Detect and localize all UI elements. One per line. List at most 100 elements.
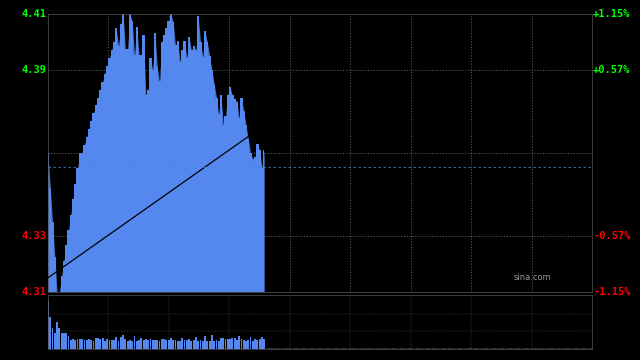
Bar: [323, 348, 324, 349]
Bar: [177, 341, 179, 349]
Bar: [566, 348, 568, 349]
Bar: [229, 339, 231, 349]
Bar: [175, 341, 177, 349]
Bar: [461, 348, 463, 349]
Bar: [507, 348, 509, 349]
Bar: [534, 348, 536, 349]
Bar: [184, 340, 186, 349]
Bar: [49, 317, 51, 349]
Bar: [400, 348, 402, 349]
Bar: [584, 348, 586, 349]
Bar: [225, 339, 227, 349]
Bar: [525, 348, 527, 349]
Bar: [270, 348, 272, 349]
Bar: [489, 348, 490, 349]
Bar: [320, 348, 322, 349]
Bar: [207, 341, 208, 349]
Bar: [227, 339, 228, 349]
Bar: [298, 348, 300, 349]
Bar: [74, 339, 76, 349]
Text: -1.15%: -1.15%: [593, 287, 630, 297]
Bar: [273, 348, 275, 349]
Bar: [54, 333, 56, 349]
Bar: [295, 348, 297, 349]
Bar: [250, 337, 252, 349]
Bar: [65, 333, 67, 349]
Bar: [486, 348, 488, 349]
Bar: [202, 341, 204, 349]
Bar: [191, 341, 192, 349]
Bar: [436, 348, 438, 349]
Text: -0.57%: -0.57%: [593, 231, 630, 241]
Bar: [428, 348, 429, 349]
Bar: [429, 348, 431, 349]
Bar: [293, 348, 295, 349]
Bar: [88, 339, 90, 349]
Bar: [541, 348, 543, 349]
Bar: [282, 348, 284, 349]
Bar: [286, 348, 288, 349]
Bar: [159, 341, 161, 349]
Bar: [468, 348, 470, 349]
Bar: [504, 348, 506, 349]
Bar: [145, 339, 147, 349]
Bar: [386, 348, 388, 349]
Bar: [425, 348, 427, 349]
Bar: [129, 340, 131, 349]
Bar: [345, 348, 347, 349]
Bar: [106, 339, 108, 349]
Bar: [93, 341, 95, 349]
Bar: [97, 338, 99, 349]
Bar: [291, 348, 292, 349]
Bar: [58, 328, 60, 349]
Bar: [343, 348, 345, 349]
Bar: [120, 337, 122, 349]
Bar: [193, 340, 195, 349]
Bar: [138, 340, 140, 349]
Bar: [99, 339, 101, 349]
Bar: [418, 348, 420, 349]
Bar: [134, 336, 136, 349]
Bar: [457, 348, 459, 349]
Bar: [111, 339, 113, 349]
Bar: [539, 348, 541, 349]
Bar: [380, 348, 381, 349]
Bar: [548, 348, 550, 349]
Bar: [218, 341, 220, 349]
Bar: [477, 348, 479, 349]
Bar: [300, 348, 301, 349]
Bar: [309, 348, 310, 349]
Bar: [573, 348, 575, 349]
Bar: [197, 341, 199, 349]
Bar: [582, 348, 584, 349]
Bar: [340, 348, 342, 349]
Bar: [56, 322, 58, 349]
Bar: [61, 333, 63, 349]
Bar: [263, 339, 265, 349]
Bar: [564, 348, 566, 349]
Bar: [213, 341, 215, 349]
Bar: [475, 348, 477, 349]
Bar: [204, 337, 206, 349]
Bar: [152, 340, 154, 349]
Bar: [420, 348, 422, 349]
Bar: [222, 338, 224, 349]
Bar: [86, 340, 88, 349]
Bar: [438, 348, 440, 349]
Bar: [577, 348, 579, 349]
Bar: [275, 348, 276, 349]
Bar: [168, 340, 170, 349]
Bar: [375, 348, 377, 349]
Bar: [500, 348, 502, 349]
Bar: [95, 338, 97, 349]
Bar: [147, 340, 149, 349]
Bar: [388, 348, 390, 349]
Bar: [72, 339, 74, 349]
Bar: [113, 340, 115, 349]
Bar: [154, 340, 156, 349]
Bar: [304, 348, 306, 349]
Bar: [307, 348, 308, 349]
Bar: [268, 348, 269, 349]
Bar: [257, 340, 259, 349]
Bar: [209, 341, 211, 349]
